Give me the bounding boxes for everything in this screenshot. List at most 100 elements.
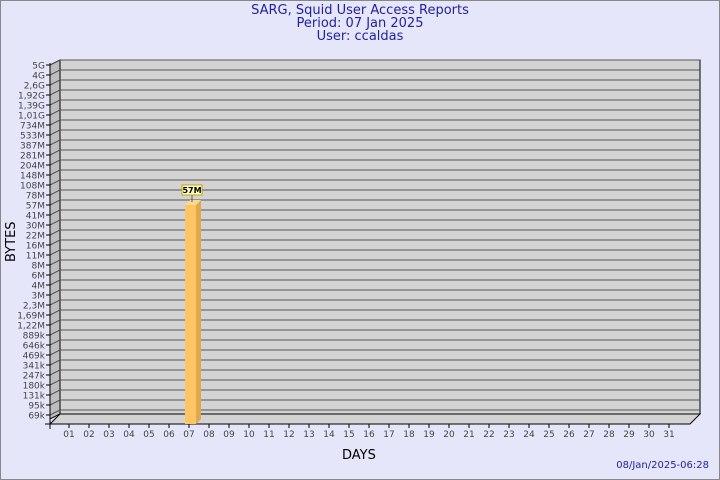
gridline-side (49, 349, 61, 356)
gridline-side (49, 389, 61, 396)
x-tick-label: 06 (163, 430, 175, 440)
bar-day-07 (185, 205, 196, 424)
y-tick-label: 646k (23, 342, 46, 352)
y-tick-label: 4G (32, 72, 45, 82)
gridline-side (49, 159, 61, 166)
y-tick-label: 469k (23, 352, 46, 362)
gridline-side (49, 249, 61, 256)
x-tick-label: 31 (663, 430, 674, 440)
gridline-side (49, 329, 61, 336)
gridline-side (49, 239, 61, 246)
x-tick-label: 28 (603, 430, 615, 440)
x-tick-label: 18 (403, 430, 415, 440)
x-tick-label: 16 (363, 430, 375, 440)
y-tick-label: 131k (23, 392, 46, 402)
x-tick-label: 26 (563, 430, 575, 440)
x-tick-label: 27 (583, 430, 594, 440)
y-tick-label: 204M (20, 162, 45, 172)
x-tick-label: 19 (423, 430, 435, 440)
y-tick-label: 247k (23, 372, 46, 382)
y-tick-label: 41M (26, 212, 45, 222)
gridline-side (49, 359, 61, 366)
y-tick-label: 22M (26, 232, 45, 242)
x-tick-label: 13 (303, 430, 314, 440)
y-tick-label: 2,3M (23, 302, 45, 312)
data-label-box (181, 184, 203, 196)
gridline-side (49, 139, 61, 146)
y-tick-label: 4M (32, 282, 46, 292)
gridline-side (49, 89, 61, 96)
gridline-side (49, 369, 61, 376)
y-tick-label: 180k (23, 382, 46, 392)
y-tick-label: 78M (26, 192, 45, 202)
y-tick-label: 341k (23, 362, 46, 372)
gridline-side (49, 219, 61, 226)
y-tick-label: 889k (23, 332, 46, 342)
gridline-side (49, 279, 61, 286)
x-tick-label: 30 (643, 430, 655, 440)
gridline-side (49, 99, 61, 106)
bar-side-day-07 (196, 200, 201, 424)
data-label: 57M (182, 186, 201, 195)
gridline-side (49, 299, 61, 306)
x-tick-label: 10 (243, 430, 255, 440)
y-tick-label: 1,69M (17, 312, 45, 322)
y-tick-label: 3M (32, 292, 46, 302)
y-tick-label: 8M (32, 262, 46, 272)
x-tick-label: 25 (543, 430, 554, 440)
x-tick-label: 11 (263, 430, 274, 440)
gridline-side (49, 229, 61, 236)
y-tick-label: 57M (26, 202, 45, 212)
y-tick-label: 1,92G (18, 92, 45, 102)
gridline-side (49, 399, 61, 406)
gridline-side (49, 79, 61, 86)
y-tick-label: 281M (20, 152, 45, 162)
x-tick-label: 21 (463, 430, 474, 440)
gridline-side (49, 269, 61, 276)
y-tick-label: 5G (32, 62, 45, 72)
y-tick-label: 1,22M (17, 322, 45, 332)
gridline-side (49, 259, 61, 266)
bar-top-day-07 (185, 200, 201, 205)
gridline-side (49, 59, 61, 66)
x-tick-label: 07 (183, 430, 194, 440)
gridline-side (49, 289, 61, 296)
gridline-side (49, 339, 61, 346)
x-tick-label: 23 (503, 430, 514, 440)
gridline-side (49, 319, 61, 326)
gridline-side (49, 179, 61, 186)
back-wall (59, 59, 701, 415)
gridline-side (49, 69, 61, 76)
x-tick-label: 20 (443, 430, 455, 440)
y-tick-label: 2,6G (24, 82, 45, 92)
floor (48, 413, 702, 425)
y-tick-label: 1,39G (18, 102, 45, 112)
x-axis-label: DAYS (342, 448, 376, 463)
gridline-side (49, 199, 61, 206)
x-tick-label: 04 (123, 430, 135, 440)
y-tick-label: 148M (20, 172, 45, 182)
x-tick-label: 15 (343, 430, 354, 440)
x-tick-label: 14 (323, 430, 335, 440)
x-tick-label: 09 (223, 430, 235, 440)
gridline-side (49, 169, 61, 176)
y-tick-label: 30M (26, 222, 45, 232)
x-tick-label: 22 (483, 430, 494, 440)
gridline-side (49, 189, 61, 196)
x-tick-label: 03 (103, 430, 114, 440)
gridline-side (49, 109, 61, 116)
y-tick-label: 69k (28, 412, 45, 422)
user-label: User: ccaldas (316, 29, 404, 44)
y-tick-label: 6M (32, 272, 46, 282)
gridline-side (49, 379, 61, 386)
x-tick-label: 02 (83, 430, 94, 440)
x-tick-label: 12 (283, 430, 294, 440)
gridline-side (49, 129, 61, 136)
gridline-side (49, 119, 61, 126)
period-label: Period: 07 Jan 2025 (296, 16, 424, 31)
gridline-side (49, 409, 61, 416)
y-tick-label: 16M (26, 242, 45, 252)
x-tick-label: 01 (63, 430, 74, 440)
y-tick-label: 108M (20, 182, 45, 192)
